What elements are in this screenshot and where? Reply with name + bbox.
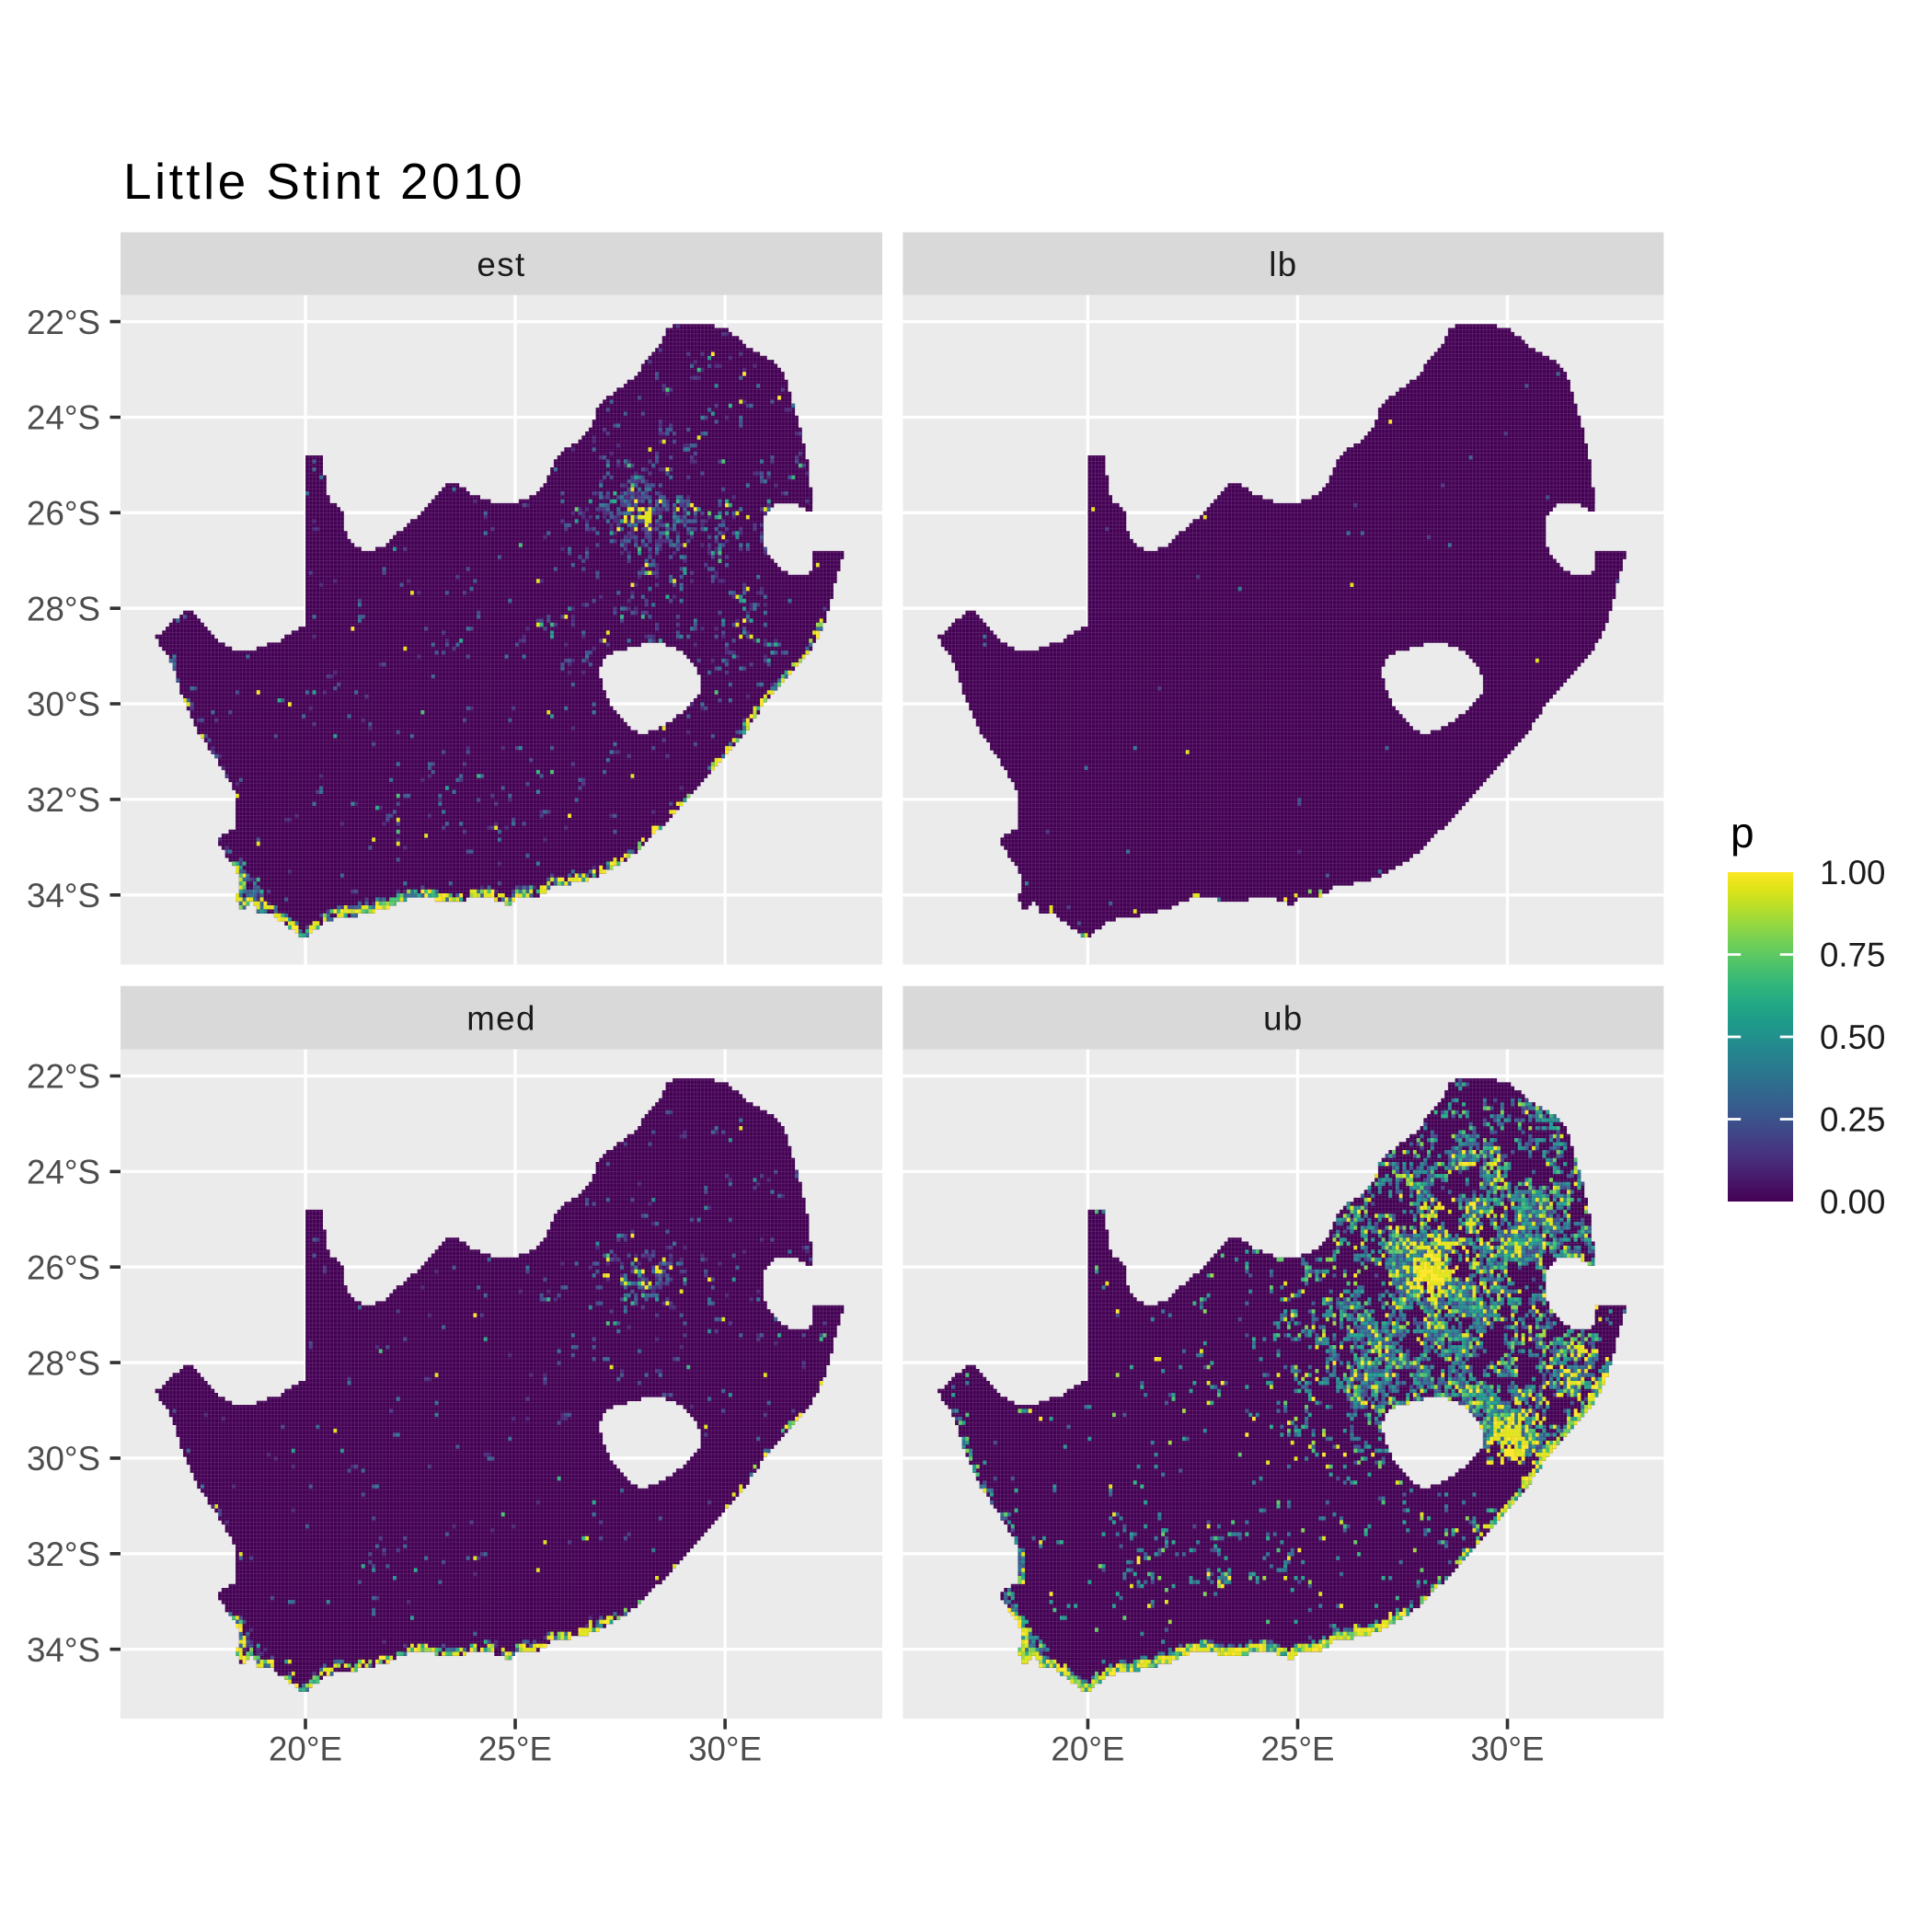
svg-text:34°S: 34°S (27, 877, 100, 914)
svg-text:0.00: 0.00 (1820, 1183, 1885, 1221)
svg-text:25°E: 25°E (478, 1731, 552, 1768)
svg-text:25°E: 25°E (1261, 1731, 1335, 1768)
svg-text:22°S: 22°S (27, 1058, 100, 1096)
svg-text:34°S: 34°S (27, 1631, 100, 1669)
svg-text:22°S: 22°S (27, 304, 100, 341)
svg-text:30°S: 30°S (27, 685, 100, 723)
svg-text:est: est (477, 246, 525, 283)
svg-text:24°S: 24°S (27, 399, 100, 437)
svg-text:0.25: 0.25 (1820, 1101, 1885, 1139)
svg-text:0.50: 0.50 (1820, 1018, 1885, 1056)
svg-text:24°S: 24°S (27, 1154, 100, 1191)
svg-text:30°E: 30°E (1471, 1731, 1545, 1768)
svg-text:20°E: 20°E (269, 1731, 342, 1768)
svg-text:ub: ub (1263, 999, 1304, 1037)
svg-text:26°S: 26°S (27, 495, 100, 533)
svg-text:Little Stint 2010: Little Stint 2010 (123, 153, 525, 210)
svg-text:20°E: 20°E (1051, 1731, 1124, 1768)
svg-text:30°E: 30°E (688, 1731, 762, 1768)
svg-text:30°S: 30°S (27, 1440, 100, 1478)
svg-text:lb: lb (1269, 246, 1297, 283)
svg-text:med: med (466, 999, 536, 1037)
svg-text:p: p (1731, 809, 1754, 857)
svg-text:26°S: 26°S (27, 1248, 100, 1286)
svg-text:28°S: 28°S (27, 1344, 100, 1382)
svg-text:32°S: 32°S (27, 781, 100, 819)
svg-text:32°S: 32°S (27, 1535, 100, 1573)
svg-text:0.75: 0.75 (1820, 937, 1885, 974)
svg-text:1.00: 1.00 (1820, 854, 1885, 891)
svg-text:28°S: 28°S (27, 590, 100, 627)
